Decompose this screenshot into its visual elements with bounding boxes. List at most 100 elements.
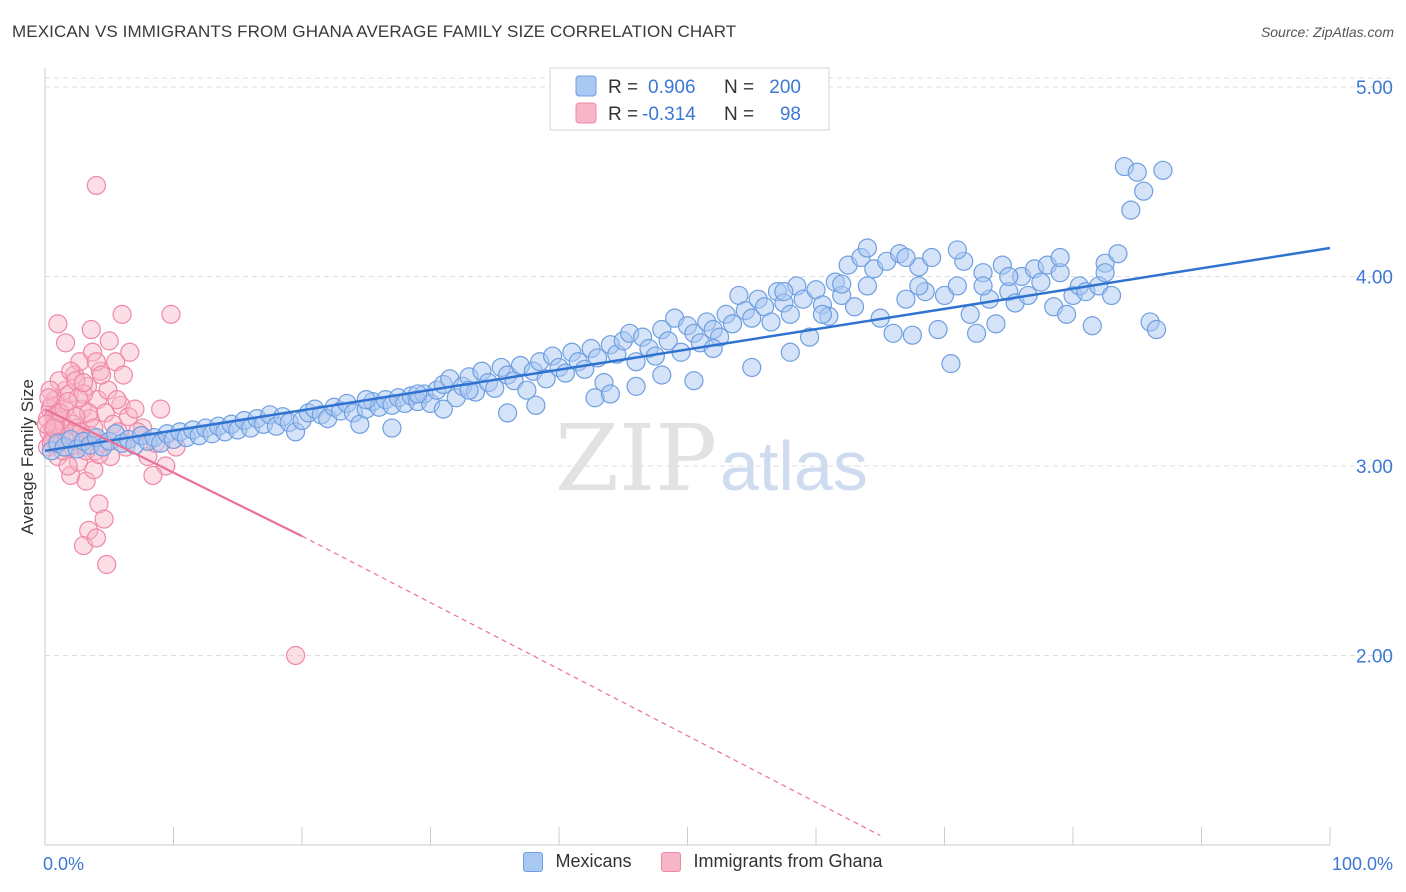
mexican-point[interactable] (536, 369, 556, 389)
ghana-point[interactable] (39, 388, 59, 408)
mexican-point[interactable] (433, 399, 453, 419)
ghana-point[interactable] (112, 304, 132, 324)
mexican-point[interactable] (517, 380, 537, 400)
mexican-point[interactable] (1056, 304, 1077, 324)
ghana-point[interactable] (107, 390, 127, 410)
ghana-point[interactable] (95, 403, 115, 423)
ghana-trend-line (44, 408, 303, 538)
mexican-point[interactable] (960, 304, 980, 324)
mexican-point[interactable] (793, 289, 813, 309)
ghana-point[interactable] (58, 391, 78, 412)
mexican-point[interactable] (844, 297, 865, 317)
ghana-point[interactable] (113, 365, 133, 385)
mexican-point[interactable] (1153, 160, 1173, 180)
mexican-point[interactable] (812, 304, 833, 324)
mexican-point[interactable] (1095, 263, 1115, 283)
watermark: ZIP atlas (555, 405, 868, 512)
mexican-point[interactable] (742, 357, 762, 378)
mexican-point[interactable] (1146, 319, 1167, 340)
ghana-point[interactable] (86, 175, 107, 196)
ghana-point[interactable] (68, 388, 89, 408)
ghana-point[interactable] (91, 365, 112, 385)
ghana-point[interactable] (40, 380, 60, 400)
mexican-point[interactable] (947, 276, 967, 296)
ghana-point[interactable] (125, 399, 145, 419)
mexican-point[interactable] (774, 282, 794, 302)
x-tick-label: 0.0% (43, 854, 84, 874)
ghana-point[interactable] (79, 403, 99, 423)
ghana-point[interactable] (120, 342, 140, 362)
mexican-point[interactable] (967, 323, 987, 343)
ghana-point[interactable] (94, 509, 114, 529)
mexican-point[interactable] (498, 403, 518, 423)
ghana-point[interactable] (73, 384, 94, 404)
mexican-point[interactable] (973, 276, 993, 296)
mexican-point[interactable] (1050, 247, 1070, 268)
ghana-point[interactable] (86, 528, 107, 548)
mexican-point[interactable] (928, 319, 948, 340)
ghana-point[interactable] (118, 407, 139, 427)
mexican-point[interactable] (947, 240, 967, 260)
mexican-point[interactable] (902, 325, 922, 345)
mexican-point[interactable] (780, 342, 800, 362)
mexican-point[interactable] (780, 304, 800, 324)
mexican-point[interactable] (986, 314, 1006, 334)
mexican-point[interactable] (934, 285, 955, 306)
ghana-point[interactable] (151, 399, 171, 419)
ghana-point[interactable] (89, 494, 109, 514)
mexicans-trend-line (44, 246, 1331, 453)
mexican-point[interactable] (1127, 162, 1147, 182)
mexican-point[interactable] (1108, 244, 1128, 264)
mexican-point[interactable] (896, 247, 916, 268)
ghana-point[interactable] (84, 460, 104, 480)
ghana-point[interactable] (73, 372, 94, 393)
mexican-point[interactable] (600, 384, 621, 404)
ghana-point[interactable] (99, 331, 119, 351)
mexican-point[interactable] (909, 276, 929, 296)
mexican-point[interactable] (626, 376, 646, 396)
mexican-point[interactable] (857, 238, 878, 258)
mexican-point[interactable] (1101, 285, 1122, 306)
ghana-point[interactable] (82, 342, 103, 362)
mexican-point[interactable] (883, 323, 903, 343)
mexican-point[interactable] (799, 327, 820, 347)
ghana-point[interactable] (97, 554, 117, 575)
mexican-point[interactable] (684, 371, 704, 391)
legend-item-mexicans[interactable]: Mexicans (523, 851, 631, 872)
n-value-2: 98 (780, 104, 801, 125)
ghana-point[interactable] (58, 456, 78, 476)
mexican-point[interactable] (857, 276, 878, 296)
ghana-point[interactable] (81, 319, 101, 340)
mexican-point[interactable] (922, 247, 942, 268)
mexican-point[interactable] (761, 312, 781, 332)
ghana-point[interactable] (79, 520, 99, 541)
mexican-point[interactable] (382, 418, 402, 438)
ghana-point[interactable] (143, 465, 163, 486)
ghana-trend-extension (301, 535, 881, 837)
mexican-point[interactable] (896, 289, 916, 309)
mexican-point[interactable] (1082, 316, 1102, 336)
legend-item-ghana[interactable]: Immigrants from Ghana (661, 851, 883, 872)
x-tick-label: 100.0% (1332, 854, 1393, 874)
ghana-point[interactable] (61, 361, 81, 381)
mexican-point[interactable] (652, 365, 672, 385)
mexican-point[interactable] (999, 266, 1019, 287)
ghana-point[interactable] (55, 333, 76, 353)
mexican-point[interactable] (742, 308, 762, 328)
ghana-point[interactable] (48, 314, 68, 334)
axis-ticks: 2.00 3.00 4.00 5.00 0.0% 100.0% (43, 78, 1393, 874)
mexican-point[interactable] (832, 274, 852, 294)
mexican-point[interactable] (1031, 272, 1051, 292)
mexican-point[interactable] (1121, 200, 1141, 220)
mexican-point[interactable] (909, 257, 929, 277)
r-value-1: 0.906 (648, 77, 696, 98)
mexican-point[interactable] (526, 395, 546, 415)
mexican-point[interactable] (658, 331, 678, 351)
mexican-point[interactable] (941, 354, 961, 374)
mexican-point[interactable] (722, 314, 743, 334)
ghana-point[interactable] (285, 645, 306, 666)
mexican-point[interactable] (703, 338, 723, 359)
ghana-point[interactable] (76, 471, 96, 491)
ghana-point[interactable] (161, 304, 181, 324)
mexican-point[interactable] (1134, 181, 1154, 201)
